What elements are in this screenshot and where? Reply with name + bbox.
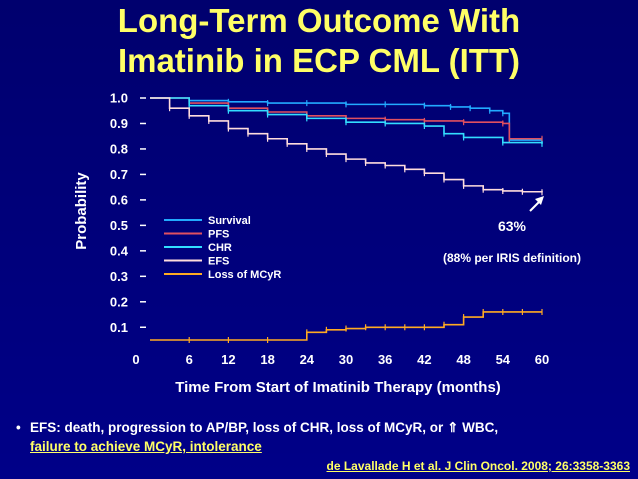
x-tick-label: 0	[132, 352, 139, 367]
y-tick-label: 0.3	[110, 269, 128, 284]
x-tick-label: 12	[221, 352, 235, 367]
x-tick-label: 30	[339, 352, 353, 367]
legend-label: Survival	[208, 215, 251, 227]
legend-label: CHR	[208, 242, 232, 254]
efs-definition-note: • EFS: death, progression to AP/BP, loss…	[16, 418, 630, 456]
y-tick-label: 0.5	[110, 218, 128, 233]
slide-title-line1: Long-Term Outcome With	[117, 2, 521, 39]
chart-series	[150, 97, 543, 343]
citation-reference[interactable]: de Lavallade H et al. J Clin Oncol. 2008…	[326, 459, 630, 473]
y-axis-title: Probability	[73, 172, 90, 250]
x-tick-label: 42	[417, 352, 431, 367]
arrow-head-icon	[535, 196, 544, 205]
x-tick-label: 6	[186, 352, 193, 367]
footnote-suffix: WBC,	[462, 420, 499, 435]
x-tick-label: 24	[300, 352, 315, 367]
y-tick-label: 1.0	[110, 91, 128, 106]
series-line-efs	[150, 97, 543, 193]
y-tick-label: 0.1	[110, 320, 128, 335]
km-chart: 0.1 0.2 0.3 0.4 0.5 0.6 0.7 0.8 0.9 1.0 0 6 12 18 24 30…	[73, 91, 581, 397]
annotation-iris-note: (88% per IRIS definition)	[443, 251, 581, 265]
legend-label: PFS	[208, 229, 229, 241]
x-tick-label: 18	[260, 352, 274, 367]
x-tick-label: 36	[378, 352, 392, 367]
y-tick-label: 0.9	[110, 116, 128, 131]
y-tick-label: 0.8	[110, 141, 128, 156]
legend-label: Loss of MCyR	[208, 269, 281, 281]
y-tick-label: 0.2	[110, 294, 128, 309]
y-tick-label: 0.4	[110, 243, 129, 258]
footnote-line2: failure to achieve MCyR, intolerance	[30, 439, 262, 454]
y-tick-label: 0.6	[110, 192, 128, 207]
chart-annotations: 63% (88% per IRIS definition)	[443, 196, 581, 265]
series-line-loss-of-mcyr	[150, 311, 542, 341]
chart-axes: 0.1 0.2 0.3 0.4 0.5 0.6 0.7 0.8 0.9 1.0 0 6 12 18 24 30…	[73, 91, 549, 397]
slide-title-line2: Imatinib in ECP CML (ITT)	[117, 42, 521, 79]
legend-label: EFS	[208, 256, 229, 268]
x-axis-title: Time From Start of Imatinib Therapy (mon…	[175, 379, 501, 396]
up-arrow-icon: ⇑	[447, 420, 459, 435]
annotation-63-percent: 63%	[498, 218, 527, 234]
footnote-prefix: EFS: death, progression to AP/BP, loss o…	[30, 420, 444, 435]
x-tick-label: 60	[535, 352, 549, 367]
x-tick-label: 48	[456, 352, 470, 367]
bullet-dot: •	[16, 420, 21, 435]
y-tick-label: 0.7	[110, 167, 128, 182]
x-tick-label: 54	[496, 352, 511, 367]
